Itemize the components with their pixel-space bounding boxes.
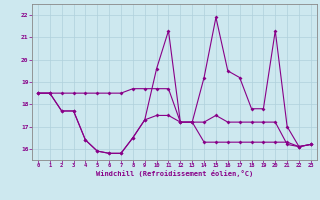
X-axis label: Windchill (Refroidissement éolien,°C): Windchill (Refroidissement éolien,°C) <box>96 170 253 177</box>
